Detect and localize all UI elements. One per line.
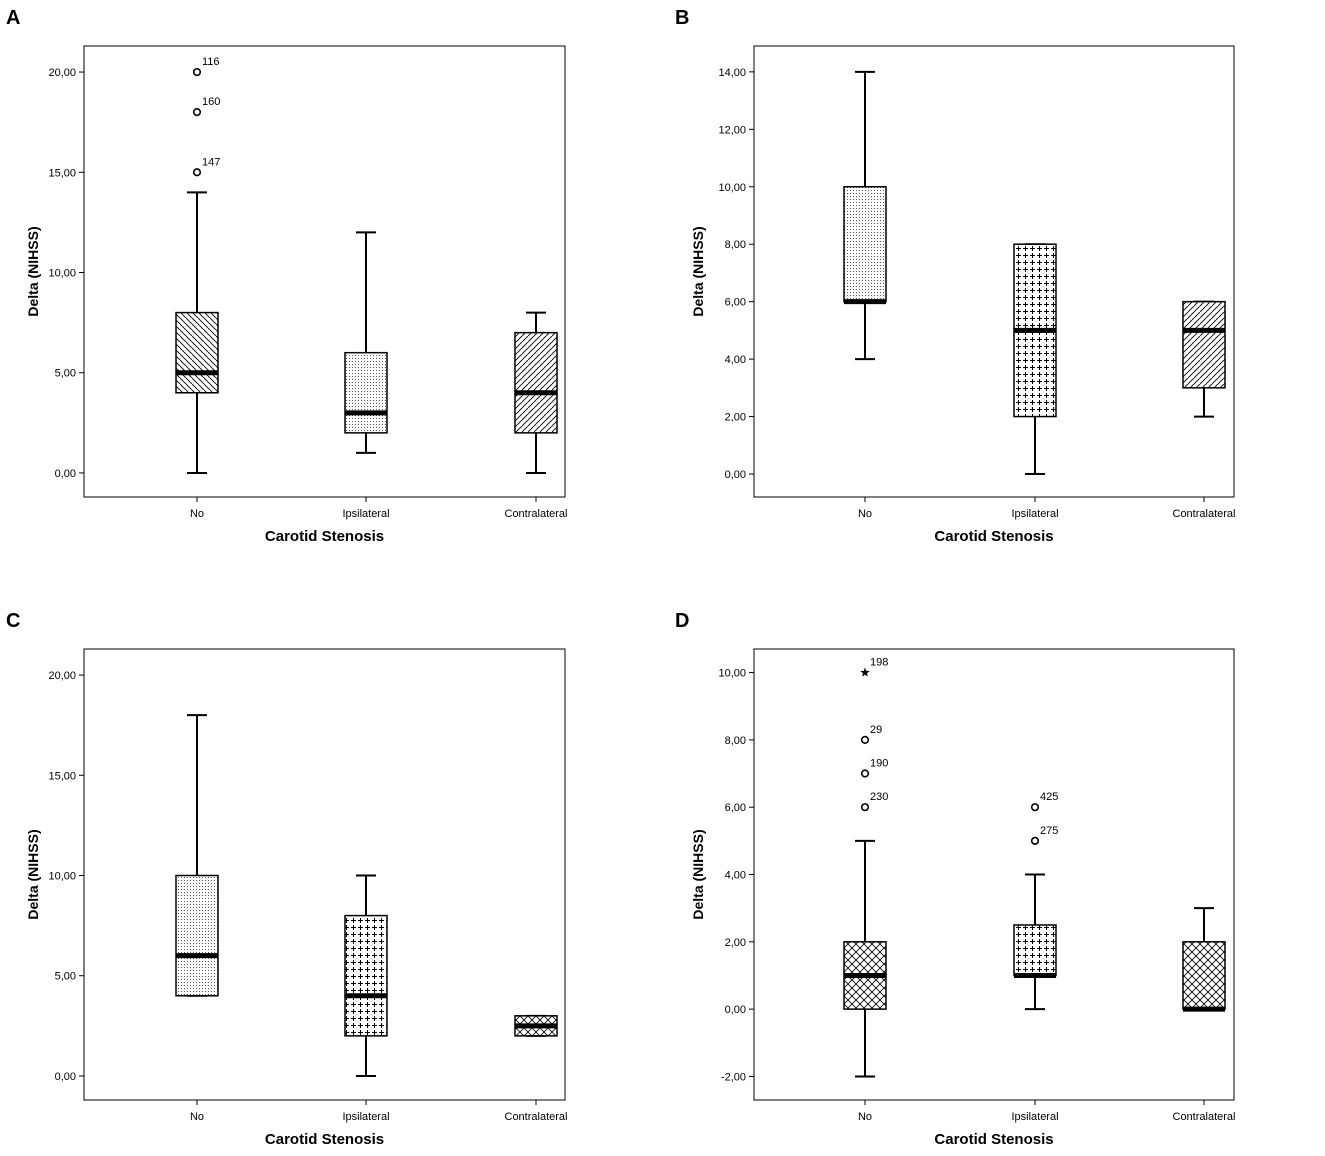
- y-tick-label: 8,00: [725, 735, 746, 747]
- y-tick-label: 15,00: [48, 167, 76, 179]
- panel-b-no-box: [843, 186, 887, 303]
- y-axis-label: Delta (NIHSS): [690, 829, 706, 919]
- panel-a-no-box: [175, 311, 219, 394]
- x-category-label: Contralateral: [1173, 1111, 1236, 1123]
- panel-d-no-outlier-marker: [860, 735, 870, 744]
- x-category-label: No: [858, 1111, 872, 1123]
- panel-b-letter: B: [675, 7, 689, 29]
- panel-d-ipsilateral-outlier-label: 275: [1040, 825, 1058, 837]
- panel-d-contralateral-box: [1182, 941, 1226, 1010]
- panel-d-no-outlier-label: 29: [870, 724, 882, 736]
- panel-a-no-outlier-label: 116: [202, 56, 220, 68]
- y-tick-label: 20,00: [48, 670, 76, 682]
- panel-a-contralateral-box: [514, 331, 558, 434]
- panel-b-frame: [753, 45, 1235, 498]
- y-tick-label: 0,00: [725, 1004, 746, 1016]
- panel-c-no-box: [175, 874, 219, 997]
- x-category-label: Contralateral: [505, 1111, 568, 1123]
- x-category-label: No: [858, 508, 872, 520]
- panel-c-frame: [83, 648, 566, 1101]
- x-category-label: Contralateral: [505, 508, 568, 520]
- panel-a-no-outlier-label: 147: [202, 156, 220, 168]
- x-category-label: Contralateral: [1173, 508, 1236, 520]
- panel-a-no-outlier-marker: [192, 168, 202, 177]
- panel-d-frame: [753, 648, 1235, 1101]
- y-tick-label: 2,00: [725, 412, 746, 424]
- panel-c-ipsilateral-box: [344, 914, 388, 1037]
- x-axis-label: Carotid Stenosis: [265, 528, 384, 545]
- x-category-label: No: [190, 508, 204, 520]
- y-tick-label: 6,00: [725, 297, 746, 309]
- y-tick-label: 0,00: [55, 1071, 76, 1083]
- y-tick-label: -2,00: [721, 1071, 746, 1083]
- panel-d-ipsilateral-outlier-marker: [1030, 803, 1040, 812]
- x-axis-label: Carotid Stenosis: [265, 1131, 384, 1148]
- panel-d-no-outlier-marker: [860, 803, 870, 812]
- y-axis-label: Delta (NIHSS): [25, 226, 41, 316]
- y-tick-label: 4,00: [725, 354, 746, 366]
- panel-d-letter: D: [675, 610, 689, 632]
- y-tick-label: 0,00: [725, 469, 746, 481]
- y-tick-label: 20,00: [48, 67, 76, 79]
- panel-d-no-outlier-label: 198: [870, 657, 888, 669]
- panel-d-ipsilateral-outlier-label: 425: [1040, 791, 1058, 803]
- y-tick-label: 5,00: [55, 971, 76, 983]
- y-tick-label: 2,00: [725, 937, 746, 949]
- y-tick-label: 6,00: [725, 802, 746, 814]
- x-category-label: No: [190, 1111, 204, 1123]
- y-tick-label: 10,00: [48, 871, 76, 883]
- panel-a-no-outlier-marker: [192, 108, 202, 117]
- panel-a-no-outlier-label: 160: [202, 96, 220, 108]
- x-axis-label: Carotid Stenosis: [934, 528, 1053, 545]
- x-category-label: Ipsilateral: [342, 508, 389, 520]
- panel-d-no-outlier-label: 230: [870, 791, 888, 803]
- panel-d-no-outlier-label: 190: [870, 758, 888, 770]
- y-tick-label: 0,00: [55, 468, 76, 480]
- y-tick-label: 12,00: [718, 124, 746, 136]
- y-axis-label: Delta (NIHSS): [690, 226, 706, 316]
- y-tick-label: 10,00: [48, 268, 76, 280]
- x-category-label: Ipsilateral: [1011, 508, 1058, 520]
- y-tick-label: 8,00: [725, 239, 746, 251]
- panel-d-no-outlier-marker: [860, 769, 870, 778]
- y-axis-label: Delta (NIHSS): [25, 829, 41, 919]
- panel-d-no-extreme-marker: [860, 667, 870, 677]
- panel-a-frame: [83, 45, 566, 498]
- panel-b-contralateral-box: [1182, 300, 1226, 389]
- x-category-label: Ipsilateral: [342, 1111, 389, 1123]
- x-category-label: Ipsilateral: [1011, 1111, 1058, 1123]
- panel-d-ipsilateral-box: [1013, 924, 1057, 977]
- panel-a-no-outlier-marker: [192, 67, 202, 77]
- y-tick-label: 4,00: [725, 870, 746, 882]
- y-tick-label: 5,00: [55, 368, 76, 380]
- panel-d-ipsilateral-outlier-marker: [1030, 836, 1040, 845]
- panel-c-letter: C: [6, 610, 20, 632]
- panel-a-letter: A: [6, 7, 20, 29]
- y-tick-label: 10,00: [718, 668, 746, 680]
- y-tick-label: 14,00: [718, 67, 746, 79]
- panel-a-ipsilateral-box: [344, 351, 388, 434]
- y-tick-label: 15,00: [48, 770, 76, 782]
- x-axis-label: Carotid Stenosis: [934, 1131, 1053, 1148]
- y-tick-label: 10,00: [718, 182, 746, 194]
